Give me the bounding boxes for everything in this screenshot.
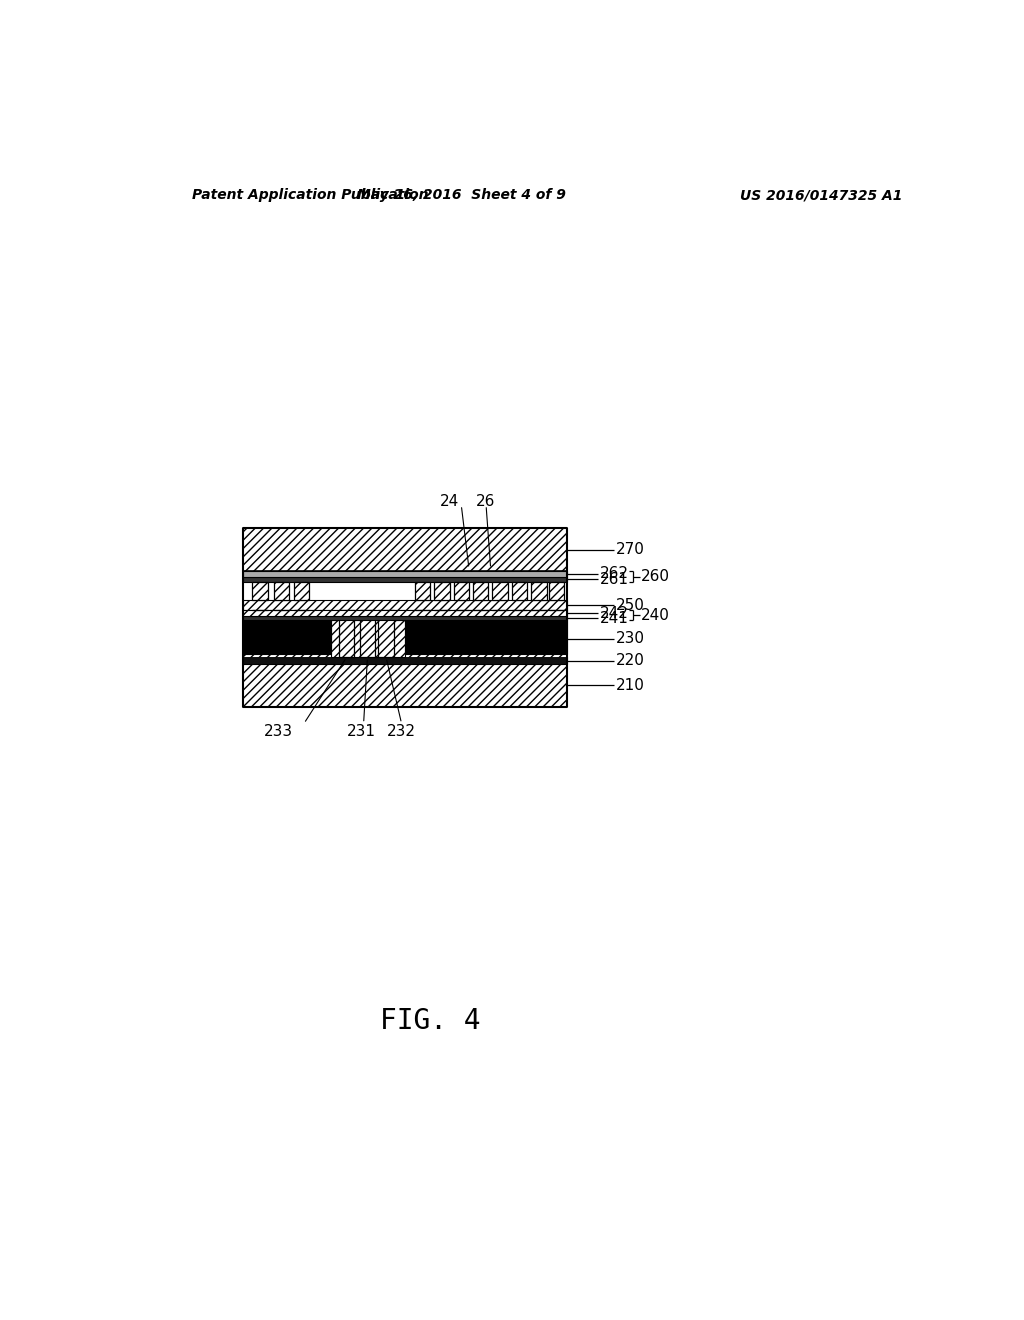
Text: FIG. 4: FIG. 4 [380,1007,480,1035]
Bar [273,582,289,601]
Bar [331,620,404,657]
Bar [243,615,567,620]
Text: Patent Application Publication: Patent Application Publication [191,189,428,202]
Text: 260: 260 [641,569,670,583]
Bar [531,582,547,601]
Bar [243,577,567,582]
Bar [243,528,567,572]
Text: 242: 242 [600,606,629,620]
Bar [493,582,508,601]
Text: 241: 241 [600,611,629,626]
Bar [252,582,267,601]
Text: 230: 230 [615,631,644,647]
Text: 250: 250 [615,598,644,612]
Text: 270: 270 [615,543,644,557]
Bar [415,582,430,601]
Text: 232: 232 [387,723,416,739]
Bar [243,601,567,610]
Bar [473,582,488,601]
Bar [243,664,567,706]
Bar [243,610,567,615]
Text: 24: 24 [440,494,459,508]
Bar [294,582,309,601]
Text: US 2016/0147325 A1: US 2016/0147325 A1 [740,189,903,202]
Bar [339,610,354,657]
Text: 26: 26 [476,494,496,508]
Bar [243,572,567,577]
Text: 233: 233 [264,723,293,739]
Text: 220: 220 [615,653,644,668]
Text: 210: 210 [615,678,644,693]
Bar [359,610,375,657]
Bar [243,653,567,657]
Bar [512,582,527,601]
Bar [243,657,567,664]
Text: May 26, 2016  Sheet 4 of 9: May 26, 2016 Sheet 4 of 9 [356,189,565,202]
Text: 231: 231 [347,723,376,739]
Bar [434,582,450,601]
Bar [404,620,567,653]
Bar [454,582,469,601]
Text: 261: 261 [600,572,629,586]
Text: 262: 262 [600,566,629,581]
Text: 240: 240 [641,609,670,623]
Bar [243,620,331,653]
Bar [378,610,394,657]
Bar [549,582,564,601]
